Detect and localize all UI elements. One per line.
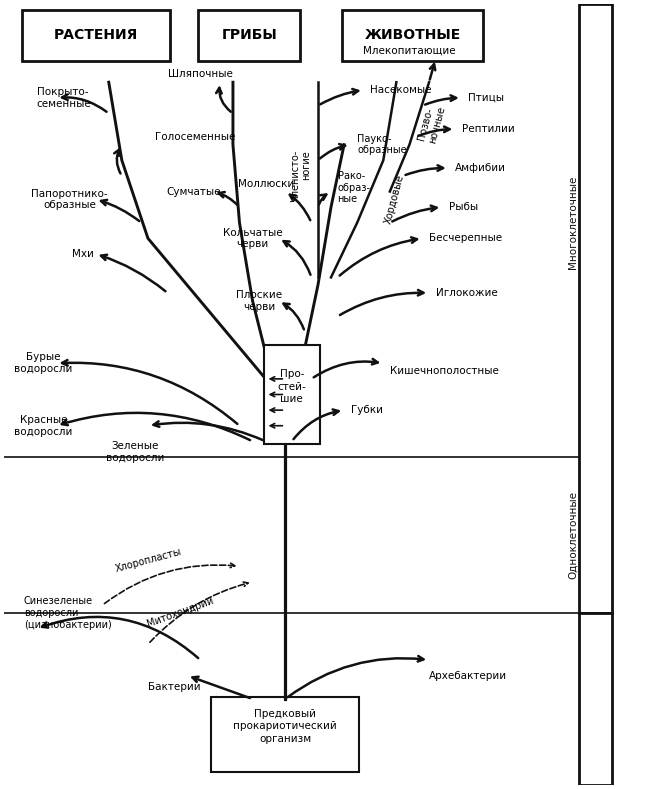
Text: Позво-
ночные: Позво- ночные [416, 103, 447, 144]
Text: Сумчатые: Сумчатые [166, 186, 221, 196]
Text: Насекомые: Насекомые [370, 85, 432, 95]
Text: Паукo-
образные: Паукo- образные [357, 134, 406, 155]
FancyBboxPatch shape [199, 9, 301, 62]
Text: Рептилии: Рептилии [461, 124, 514, 134]
FancyBboxPatch shape [263, 346, 320, 443]
Text: Млекопитающие: Млекопитающие [363, 46, 455, 56]
Text: Одноклеточные: Одноклеточные [568, 491, 578, 579]
Text: Хлоропласты: Хлоропласты [114, 547, 182, 574]
Text: Митохондрии: Митохондрии [146, 595, 215, 629]
Text: Покрыто-
семенные: Покрыто- семенные [37, 87, 91, 109]
Text: Бурые
водоросли: Бурые водоросли [14, 353, 73, 374]
Text: Рако-
образ-
ные: Рако- образ- ные [338, 171, 371, 204]
Text: Кольчатые
черви: Кольчатые черви [222, 227, 283, 249]
Text: Плоские
черви: Плоские черви [236, 290, 282, 312]
FancyBboxPatch shape [342, 9, 483, 62]
Text: ЖИВОТНЫЕ: ЖИВОТНЫЕ [365, 28, 461, 43]
Text: Синезеленые
водоросли
(цианобактерии): Синезеленые водоросли (цианобактерии) [24, 596, 111, 630]
Text: Про-
стей-
шие: Про- стей- шие [277, 369, 306, 404]
Bar [579, 613, 612, 785]
Text: Предковый
прокариотический
организм: Предковый прокариотический организм [234, 709, 337, 744]
Text: Иглокожие: Иглокожие [436, 288, 497, 298]
Text: Губки: Губки [351, 405, 383, 415]
Text: ЭУКАРИОТЫ: ЭУКАРИОТЫ [589, 264, 602, 353]
Text: Бесчерепные: Бесчерепные [429, 234, 502, 243]
Text: Зеленые
водоросли: Зеленые водоросли [106, 441, 164, 463]
Text: Папоротнико-
образные: Папоротнико- образные [31, 189, 108, 210]
Text: Кишечнополостные: Кишечнополостные [390, 366, 498, 376]
Text: Хордовые: Хордовые [383, 174, 406, 225]
Text: Амфибии: Амфибии [455, 163, 506, 173]
Bar [579, 4, 612, 613]
Text: Многоклеточные: Многоклеточные [568, 176, 578, 269]
Text: Рыбы: Рыбы [449, 202, 478, 212]
Text: Архебактерии: Архебактерии [429, 671, 507, 681]
Text: Моллюски: Моллюски [238, 179, 294, 189]
Text: Мхи: Мхи [71, 249, 93, 259]
FancyBboxPatch shape [211, 697, 359, 772]
Text: ПРОКАРИОТЫ: ПРОКАРИОТЫ [589, 649, 602, 750]
Text: Шляпочные: Шляпочные [168, 69, 233, 80]
FancyBboxPatch shape [22, 9, 169, 62]
Text: Членисто-
ногие: Членисто- ногие [290, 150, 311, 202]
Text: РАСТЕНИЯ: РАСТЕНИЯ [54, 28, 138, 43]
Text: Красные
водоросли: Красные водоросли [14, 415, 73, 436]
Text: ГРИБЫ: ГРИБЫ [221, 28, 277, 43]
Text: Бактерии: Бактерии [148, 682, 201, 692]
Text: Голосеменные: Голосеменные [154, 132, 235, 142]
Text: Птицы: Птицы [468, 93, 504, 103]
